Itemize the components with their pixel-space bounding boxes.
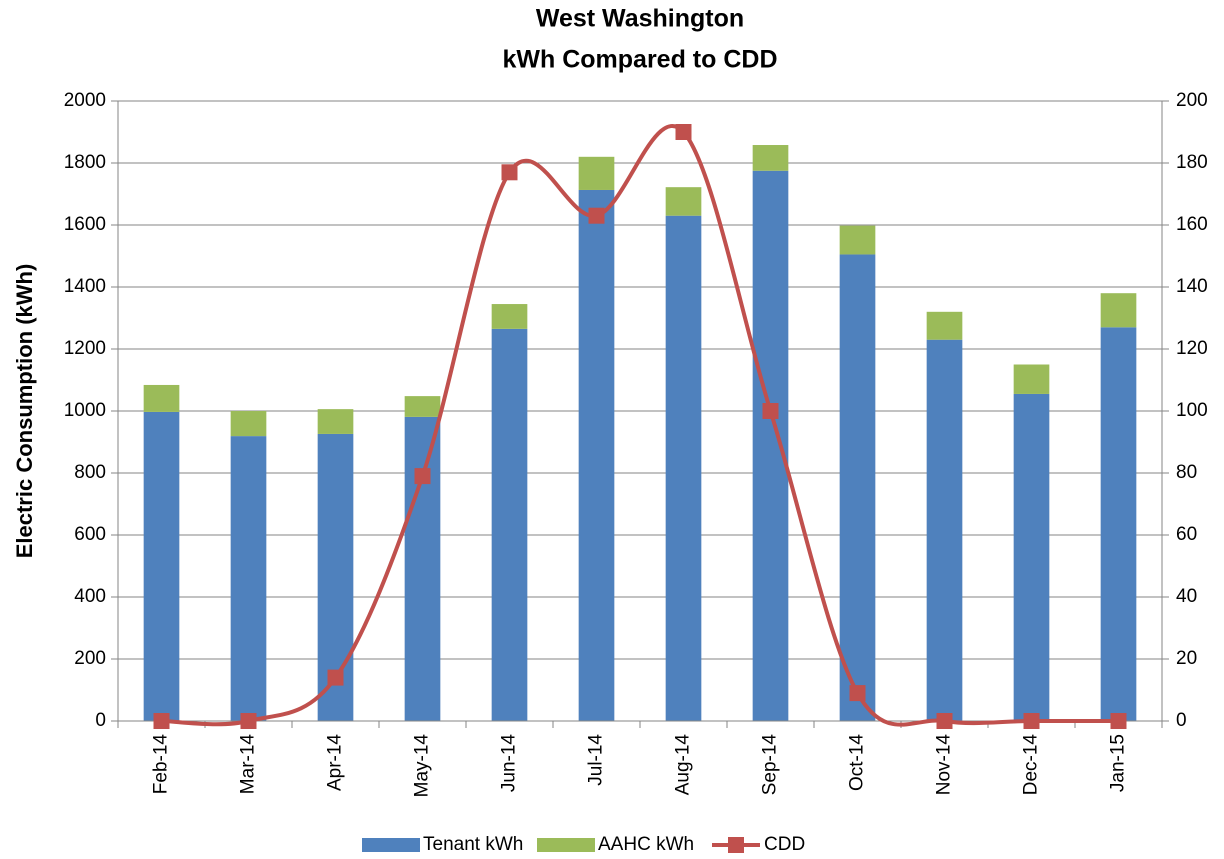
y2-tick-label: 180 xyxy=(1176,152,1208,173)
y-tick-label: 1800 xyxy=(64,152,106,173)
y-tick-label: 600 xyxy=(74,524,106,545)
bar xyxy=(143,384,180,412)
x-tick-label: May-14 xyxy=(412,734,433,798)
y-tick-label: 1200 xyxy=(64,338,106,359)
bar xyxy=(404,416,441,721)
y-tick-label: 800 xyxy=(74,462,106,483)
marker xyxy=(936,713,953,729)
bar xyxy=(926,311,963,340)
bar xyxy=(404,396,441,417)
bar xyxy=(839,225,876,255)
x-tick-label: Apr-14 xyxy=(325,734,346,791)
bar xyxy=(752,170,789,721)
marker xyxy=(849,685,866,702)
y2-tick-label: 80 xyxy=(1176,462,1197,483)
marker xyxy=(414,468,431,485)
marker xyxy=(588,207,605,224)
y-tick-label: 1600 xyxy=(64,214,106,235)
y2-tick-label: 0 xyxy=(1176,710,1187,731)
marker xyxy=(675,124,692,140)
y-tick-label: 1000 xyxy=(64,400,106,421)
x-tick-label: Feb-14 xyxy=(151,734,172,795)
y2-tick-label: 120 xyxy=(1176,338,1208,359)
x-tick-label: Dec-14 xyxy=(1021,734,1042,796)
x-tick-label: Jul-14 xyxy=(586,734,607,786)
bar xyxy=(143,411,180,721)
bar xyxy=(317,409,354,434)
line xyxy=(161,124,1119,727)
bar xyxy=(1013,393,1050,721)
legend-label: CDD xyxy=(764,834,805,855)
marker xyxy=(1023,713,1040,729)
bar xyxy=(578,189,615,722)
bar xyxy=(1100,293,1137,328)
x-tick-label: Aug-14 xyxy=(673,734,694,796)
marker xyxy=(762,403,779,419)
y2-tick-label: 160 xyxy=(1176,214,1208,235)
bar xyxy=(1013,364,1050,394)
y-tick-label: 1400 xyxy=(64,276,106,297)
y-tick-label: 2000 xyxy=(64,90,106,111)
legend-swatch xyxy=(537,838,595,852)
marker xyxy=(327,669,344,686)
marker xyxy=(1110,713,1127,729)
bar xyxy=(230,411,267,437)
bar xyxy=(665,187,702,216)
bar xyxy=(839,254,876,721)
bar xyxy=(752,145,789,171)
legend-label: AAHC kWh xyxy=(598,834,694,855)
x-tick-label: Oct-14 xyxy=(847,734,868,791)
bar xyxy=(491,304,528,329)
x-tick-label: Jan-15 xyxy=(1108,734,1129,792)
y2-tick-label: 100 xyxy=(1176,400,1208,421)
x-tick-label: Nov-14 xyxy=(934,734,955,796)
y2-tick-label: 200 xyxy=(1176,90,1208,111)
x-tick-label: Jun-14 xyxy=(499,734,520,793)
bar xyxy=(665,215,702,721)
x-tick-label: Sep-14 xyxy=(760,734,781,796)
y2-tick-label: 20 xyxy=(1176,648,1197,669)
marker xyxy=(501,164,518,181)
y2-tick-label: 40 xyxy=(1176,586,1197,607)
y-tick-label: 200 xyxy=(74,648,106,669)
bar xyxy=(491,328,528,721)
bar xyxy=(230,436,267,721)
y-tick-label: 0 xyxy=(95,710,106,731)
y-axis-title: Electric Consumption (kWh) xyxy=(12,264,37,559)
y-tick-label: 400 xyxy=(74,586,106,607)
legend-swatch xyxy=(728,837,744,853)
bar xyxy=(926,339,963,721)
marker xyxy=(240,713,257,729)
chart-title: West Washington xyxy=(536,5,744,33)
x-tick-label: Mar-14 xyxy=(238,734,259,795)
chart-subtitle: kWh Compared to CDD xyxy=(503,46,778,74)
bar xyxy=(578,156,615,190)
marker xyxy=(153,713,170,729)
legend-swatch xyxy=(362,838,420,852)
y2-tick-label: 60 xyxy=(1176,524,1197,545)
y2-tick-label: 140 xyxy=(1176,276,1208,297)
legend-label: Tenant kWh xyxy=(423,834,523,855)
bar xyxy=(1100,327,1137,721)
